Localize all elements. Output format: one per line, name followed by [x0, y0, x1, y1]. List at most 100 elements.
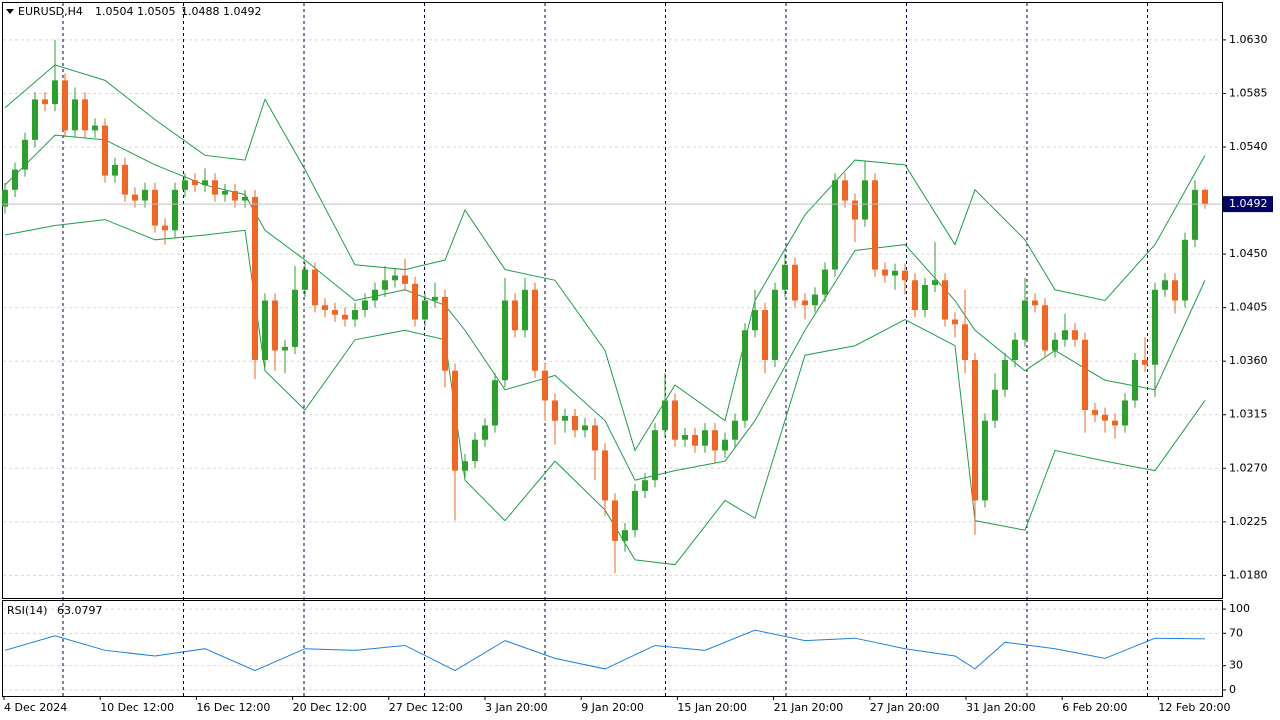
candle-body	[452, 370, 458, 471]
candle-body	[942, 280, 948, 320]
candle-body	[492, 380, 498, 426]
collapse-icon[interactable]	[6, 9, 14, 14]
x-tick-label: 20 Dec 12:00	[293, 701, 367, 714]
candle-body	[212, 180, 218, 195]
candle-body	[572, 415, 578, 431]
candle-body	[292, 289, 298, 347]
candle-body	[312, 269, 318, 306]
rsi-panel	[2, 600, 1223, 697]
candle-body	[1052, 339, 1058, 351]
candle-body	[1142, 360, 1148, 365]
candle-body	[612, 500, 618, 541]
candle-body	[862, 180, 868, 220]
x-tick-label: 27 Jan 20:00	[870, 701, 940, 714]
candle-body	[12, 169, 18, 190]
candle-body	[872, 180, 878, 270]
candle-body	[922, 285, 928, 311]
candle-body	[202, 180, 208, 186]
candle-body	[352, 310, 358, 320]
y-tick-label: 1.0225	[1229, 515, 1268, 528]
candle-body	[772, 289, 778, 360]
band-upper	[4, 64, 1206, 452]
candle-body	[2, 189, 8, 207]
candle-body	[752, 310, 758, 331]
candle-body	[972, 360, 978, 501]
candle-body	[222, 191, 228, 195]
candle-body	[842, 180, 848, 201]
candle-body	[322, 305, 328, 311]
x-tick-label: 9 Jan 20:00	[581, 701, 644, 714]
candle-body	[1112, 420, 1118, 426]
candle-body	[392, 275, 398, 281]
candle-body	[992, 389, 998, 421]
candle-body	[652, 430, 658, 481]
y-tick-label: 1.0180	[1229, 568, 1268, 581]
candle-body	[192, 180, 198, 186]
candle-body	[682, 434, 688, 440]
candle-body	[1122, 400, 1128, 426]
candle-body	[642, 480, 648, 491]
candle-body	[32, 99, 38, 140]
candle-body	[532, 289, 538, 371]
candle-body	[1182, 239, 1188, 301]
open-value: 1.0504	[95, 5, 134, 18]
symbol-title: EURUSD,H4	[18, 5, 83, 18]
candle-body	[1132, 360, 1138, 401]
x-tick-label: 21 Jan 20:00	[774, 701, 844, 714]
y-tick-label: 1.0360	[1229, 354, 1268, 367]
candle-body	[712, 430, 718, 451]
candle-body	[462, 461, 468, 471]
low-value: 1.0488	[181, 5, 220, 18]
candle-body	[672, 400, 678, 440]
x-tick-label: 27 Dec 12:00	[389, 701, 463, 714]
candle-body	[1022, 300, 1028, 340]
candle-body	[62, 80, 68, 131]
x-tick-label: 12 Feb 20:00	[1158, 701, 1230, 714]
candle-body	[172, 189, 178, 231]
candle-body	[342, 314, 348, 320]
candle-body	[362, 300, 368, 311]
candle-body	[332, 310, 338, 315]
x-tick-label: 4 Dec 2024	[4, 701, 67, 714]
candle-body	[512, 300, 518, 331]
candle-body	[182, 180, 188, 190]
candle-body	[72, 99, 78, 131]
x-tick-label: 15 Jan 20:00	[677, 701, 747, 714]
x-tick-label: 3 Jan 20:00	[485, 701, 548, 714]
candle-body	[402, 275, 408, 284]
candle-body	[472, 439, 478, 462]
rsi-y-tick-label: 0	[1229, 683, 1236, 696]
candle-body	[1062, 330, 1068, 340]
candle-body	[412, 283, 418, 320]
candle-body	[252, 196, 258, 360]
candle-body	[302, 269, 308, 290]
candle-body	[232, 191, 238, 201]
candle-body	[542, 370, 548, 401]
candle-body	[162, 225, 168, 231]
candle-body	[1102, 414, 1108, 421]
candle-body	[52, 80, 58, 105]
candle-body	[102, 125, 108, 176]
candle-body	[552, 400, 558, 421]
y-tick-label: 1.0270	[1229, 461, 1268, 474]
x-tick-label: 6 Feb 20:00	[1062, 701, 1127, 714]
candle-body	[982, 420, 988, 501]
candle-body	[242, 196, 248, 201]
candle-body	[1012, 339, 1018, 360]
period-separators	[62, 3, 1148, 696]
candle-body	[1032, 300, 1038, 306]
candle-body	[152, 189, 158, 226]
marks	[2, 39, 1222, 672]
candle-body	[722, 439, 728, 451]
rsi-value: 63.0797	[57, 604, 103, 617]
candle-body	[952, 319, 958, 325]
candle-body	[812, 294, 818, 306]
candle-body	[132, 194, 138, 201]
candle-body	[1042, 305, 1048, 351]
rsi-y-tick-label: 30	[1229, 659, 1243, 672]
y-tick-label: 1.0630	[1229, 33, 1268, 46]
candle-body	[1082, 339, 1088, 410]
candle-body	[1092, 409, 1098, 415]
candle-body	[442, 296, 448, 371]
